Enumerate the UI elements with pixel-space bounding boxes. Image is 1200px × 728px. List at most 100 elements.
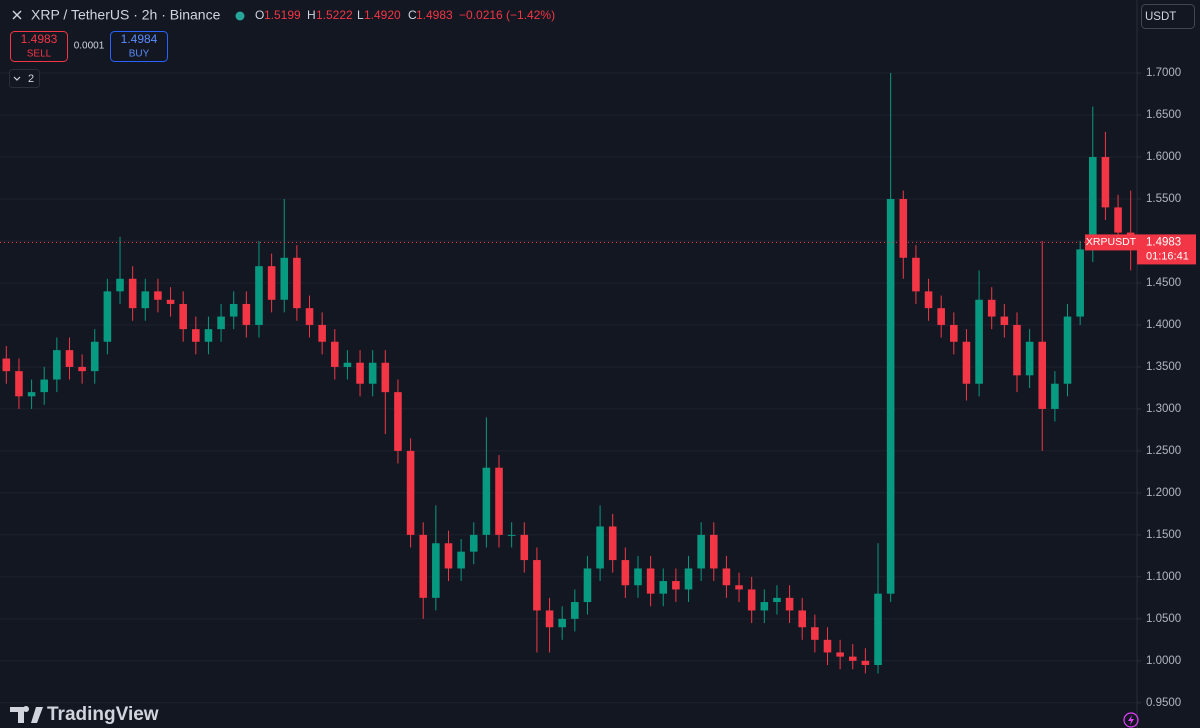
candle-body [672,581,680,590]
candle-body [773,597,781,603]
symbol-label: XRPUSDT [1086,236,1137,248]
y-tick-label: 1.5500 [1146,193,1181,205]
candle-body [65,350,74,367]
candle-body [950,324,958,342]
candle-body [1063,316,1072,384]
candle-body [103,291,112,342]
candle-body [482,467,491,535]
candle-body [684,568,693,590]
candle-body [962,341,971,384]
y-tick-label: 1.3500 [1146,361,1181,373]
y-tick-label: 1.1500 [1146,529,1181,541]
symbol-title: XRP / TetherUS · 2h · Binance [31,7,221,23]
candle-body [154,291,162,300]
grid [0,72,1137,704]
candle-body [912,257,920,292]
candle-body [520,534,529,561]
candle-body [78,366,86,372]
candle-body [255,266,263,325]
candle-body [330,341,339,367]
countdown: 01:16:41 [1146,250,1189,262]
candle-body [343,362,352,367]
candle-body [558,618,566,628]
ohlc-value: 1.4983 [416,8,453,22]
price-badge [1137,234,1196,265]
candle-body [709,534,718,569]
candle-body [697,534,705,569]
candle-body [368,362,377,384]
ohlc-value: 1.5222 [316,8,353,22]
status-dot [235,11,245,21]
candle-body [116,278,124,292]
candle-body [280,257,289,300]
y-tick-label: 1.2000 [1146,487,1181,499]
candle-body [533,560,541,611]
y-tick-label: 1.3000 [1146,403,1181,415]
candle-body [53,350,61,380]
candle-body [823,639,832,653]
candle-body [507,534,516,536]
candle-body [229,303,238,317]
currency: USDT [1145,11,1176,23]
y-tick-label: 1.6000 [1146,151,1181,163]
candle-body [836,652,844,657]
ohlc-key: C [408,8,417,22]
candle-body [128,278,137,309]
candle-body [874,593,882,666]
candle-body [394,392,402,451]
indicators-toggle[interactable]: 2 [9,69,40,88]
y-tick-label: 1.6500 [1146,109,1181,121]
candle-body [469,534,478,552]
candle-body [318,324,326,342]
change: −0.0216 (−1.42%) [459,8,555,22]
sell-price: 1.4983 [21,32,58,46]
candle-body [495,467,503,535]
candle-body [596,526,604,569]
lightning-icon[interactable] [1123,712,1139,728]
spread: 0.0001 [74,41,105,52]
candle-body [634,568,642,586]
candle-body [267,266,276,300]
candle-body [1051,383,1059,409]
candle-body [798,610,807,628]
sell-button[interactable]: 1.4983 SELL [10,31,68,62]
candle-body [381,362,390,393]
candle-body [785,597,794,611]
candle-body [27,392,36,397]
logo: TradingView [10,704,159,725]
candle-body [457,551,465,569]
candle-body [975,299,983,384]
buy-price: 1.4984 [121,32,158,46]
last-price-label: 1.4983 [1146,236,1181,248]
candle-body [432,543,440,598]
candle-body [924,291,933,309]
y-tick-label: 1.2500 [1146,445,1181,457]
candle-body [204,329,213,342]
candle-body [141,291,150,309]
candle-body [356,362,364,384]
buy-button[interactable]: 1.4984 BUY [110,31,168,62]
candle-body [1088,157,1097,250]
candle-body [1025,341,1034,376]
candle-body [1076,249,1084,317]
candle-body [987,299,996,317]
y-tick-label: 1.0500 [1146,613,1181,625]
candle-body [747,589,756,611]
candle-body [40,379,49,393]
candle-body [861,660,870,666]
candle-body [571,602,579,619]
y-tick-label: 1.7000 [1146,67,1181,79]
candle-body [2,358,11,372]
candle-body [90,341,99,372]
y-tick-label: 1.4000 [1146,319,1181,331]
candle-body [886,199,895,594]
candle-body [305,308,314,325]
close-icon[interactable] [12,10,22,20]
candle-body [1101,157,1110,208]
ohlc-value: 1.5199 [264,8,301,22]
y-tick-label: 1.1000 [1146,571,1181,583]
candle-body [166,299,175,304]
currency-button[interactable]: USDT [1141,4,1195,29]
